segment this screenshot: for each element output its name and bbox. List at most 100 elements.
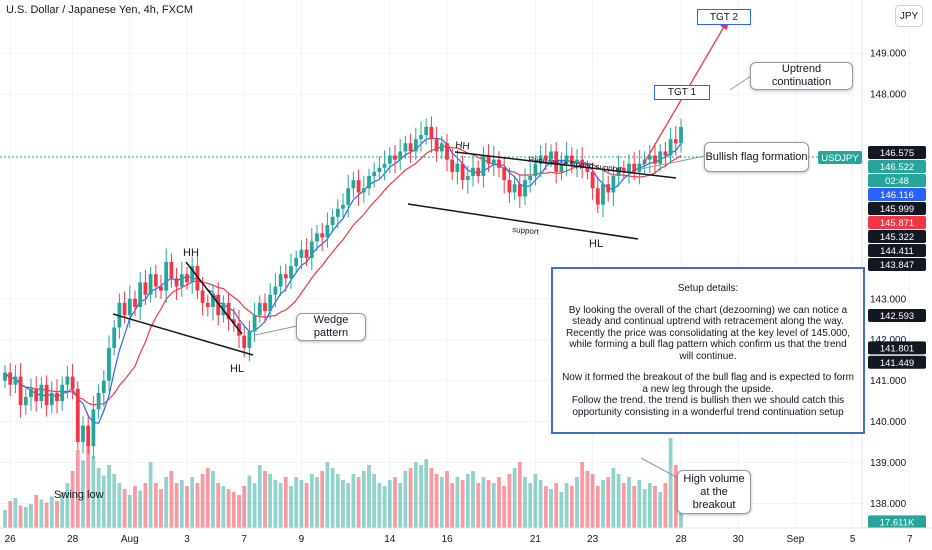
candle-body (590, 171, 595, 189)
candle-body (585, 167, 590, 172)
candle-body (486, 155, 491, 164)
volume-bar (221, 486, 226, 528)
candle-body (606, 184, 611, 193)
candle-body (424, 126, 429, 136)
candle-body (153, 274, 158, 287)
callout-pointer-uptrend (729, 75, 752, 91)
uptrend-callout[interactable]: Uptrend continuation (750, 62, 853, 90)
symbol-tag (818, 151, 862, 164)
volume-bar (497, 477, 501, 528)
candle-body (247, 331, 252, 348)
candle-body (621, 167, 626, 172)
candle-body (268, 294, 273, 312)
candle-body (346, 188, 351, 205)
candle-body (112, 327, 117, 348)
volume-bars (3, 438, 683, 528)
volume-bar (55, 501, 59, 528)
volume-bar (70, 471, 75, 528)
high-volume-callout[interactable]: High volume at the breakout (677, 470, 751, 514)
candle-body (164, 261, 169, 291)
setup-paragraph-3: Follow the trend. the trend is bullish t… (571, 395, 845, 418)
volume-bar (320, 471, 325, 528)
tgt1-box[interactable]: TGT 1 (654, 85, 710, 100)
volume-bar (247, 475, 252, 528)
volume-bar (439, 477, 444, 528)
volume-bar (8, 501, 13, 528)
volume-bar (81, 460, 85, 528)
volume-bar (382, 486, 387, 528)
volume-bar (91, 456, 96, 528)
volume-bar (18, 505, 23, 528)
support-label: support (512, 225, 540, 236)
volume-bar (205, 468, 210, 528)
price-axis[interactable]: 138.000 139.000 140.000 141.000 142.000 143.0… (870, 49, 907, 510)
currency-button[interactable]: JPY (895, 5, 923, 27)
candle-body (595, 188, 600, 205)
candles (3, 116, 683, 459)
support-line[interactable] (407, 203, 639, 240)
candle-body (507, 180, 512, 193)
time-tick-label: 14 (384, 534, 396, 545)
wedge-callout[interactable]: Wedge pattern (296, 313, 366, 341)
volume-bar (429, 468, 434, 528)
price-tag-label: 146.575 (880, 148, 914, 159)
volume-bar (481, 477, 486, 528)
volume-bar (190, 477, 195, 528)
volume-bar (3, 510, 7, 528)
volume-bar (179, 480, 184, 528)
volume-bar (216, 483, 221, 528)
candle-body (512, 184, 517, 193)
candle-body (148, 274, 153, 295)
wedge-upper-line[interactable] (185, 261, 243, 335)
candle-body (517, 184, 522, 197)
resistance-line[interactable] (454, 151, 677, 179)
candle-body (637, 163, 642, 172)
time-axis[interactable]: 26 28 Aug 3 7 9 14 16 21 23 28 30 Sep 5 7 (5, 534, 913, 545)
setup-details-box[interactable]: Setup details: By looking the overall of… (551, 267, 865, 434)
volume-bar (491, 483, 496, 528)
volume-bar (673, 465, 678, 528)
price-tag-label: 145.871 (880, 218, 914, 229)
price-tag-label: 143.847 (880, 260, 914, 271)
volume-bar (86, 441, 91, 528)
bullish-flag-callout[interactable]: Bullish flag formation (704, 142, 809, 172)
candle-body (294, 257, 299, 267)
price-tick-label: 143.000 (870, 294, 907, 305)
volume-bar (44, 502, 49, 528)
candle-body (543, 155, 548, 160)
volume-bar (668, 438, 673, 528)
price-tag (868, 159, 926, 173)
volume-bar (335, 474, 340, 528)
candle-body (44, 384, 49, 406)
time-tick-label: 7 (907, 534, 913, 545)
resistance-label: Resistance flipped support (528, 155, 623, 174)
candle-body (408, 143, 413, 152)
volume-bar (65, 483, 70, 528)
price-tag-label: 141.449 (880, 358, 914, 369)
tgt2-box[interactable]: TGT 2 (697, 9, 751, 25)
candle-body (143, 282, 148, 295)
volume-bar (621, 483, 626, 528)
candle-body (361, 188, 366, 193)
volume-bar (226, 489, 231, 528)
volume-bar (413, 462, 418, 528)
candle-body (13, 376, 18, 385)
wedge-lower-line[interactable] (112, 313, 254, 356)
volume-bar (127, 495, 132, 528)
volume-bar (39, 499, 44, 528)
volume-bar (143, 483, 148, 528)
hh-label-1: HH (183, 247, 199, 259)
volume-bar (419, 465, 423, 528)
volume-bar (611, 468, 616, 528)
volume-bar (564, 483, 569, 528)
candle-body (419, 135, 423, 140)
volume-bar (450, 483, 455, 528)
volume-bar (299, 480, 304, 528)
volume-bar (23, 507, 28, 528)
volume-bar (538, 480, 543, 528)
price-tag-label: 17.611K (880, 517, 915, 528)
candle-body (216, 294, 221, 316)
candle-body (325, 225, 330, 238)
volume-bar (101, 475, 106, 528)
